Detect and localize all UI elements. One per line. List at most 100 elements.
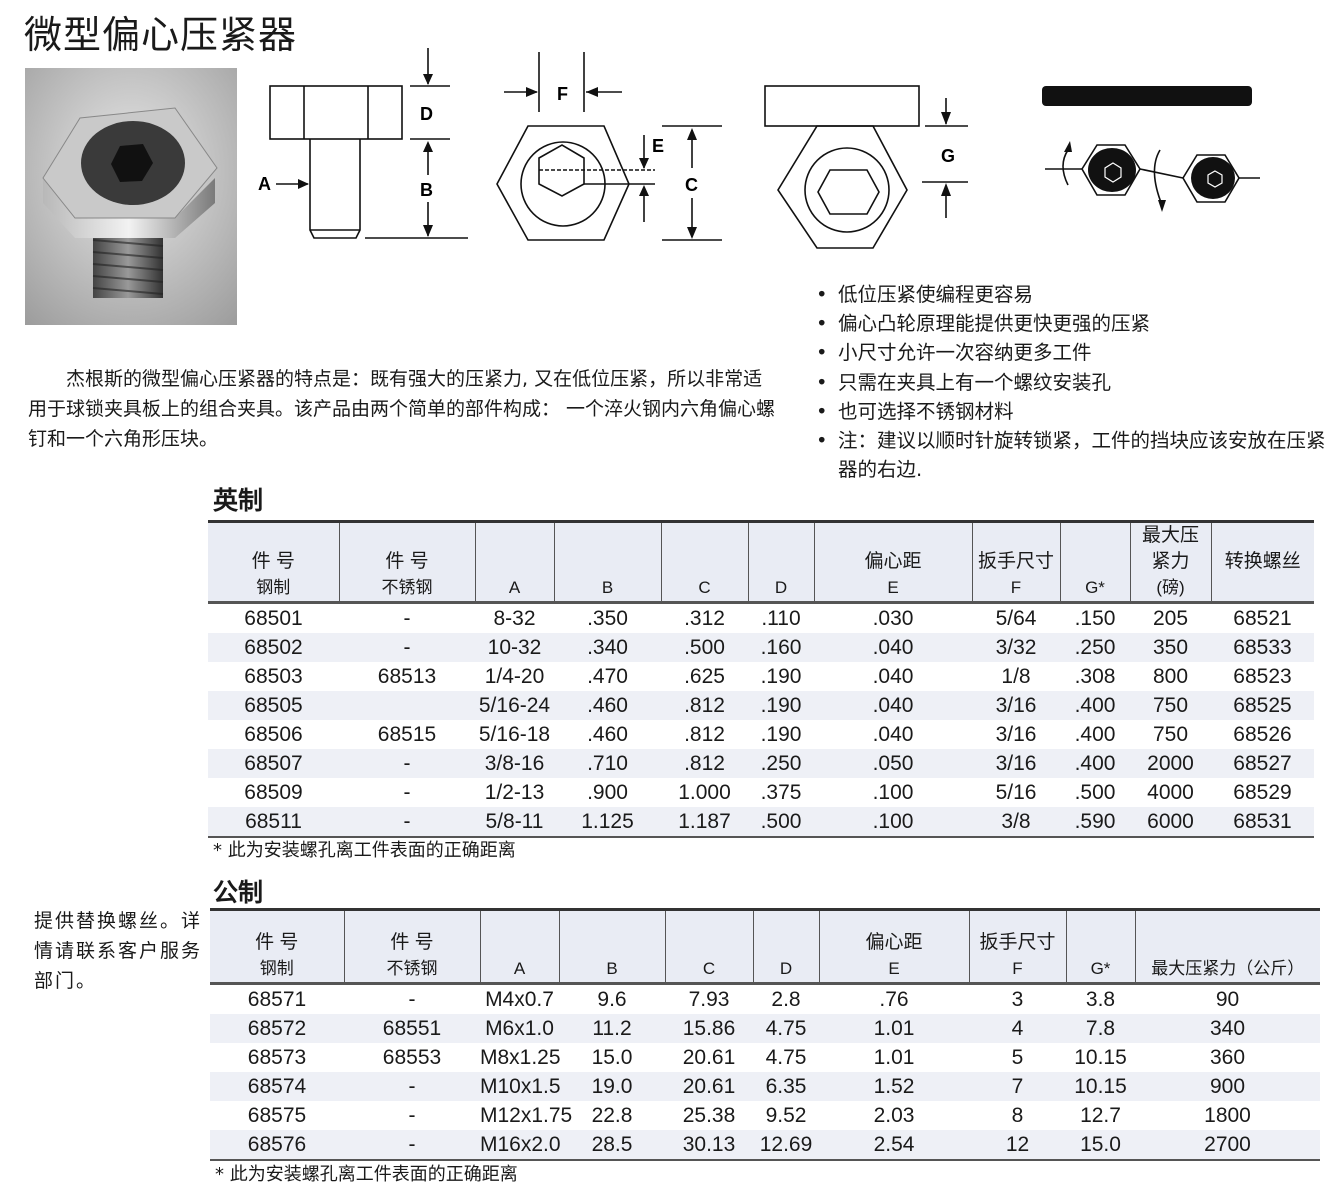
column-header-line: B [601,578,614,597]
column-header-line [1069,930,1133,956]
feature-item: 小尺寸允许一次容纳更多工件 [812,338,1327,367]
column-header-line [756,930,817,956]
dim-label-g: G [941,146,955,166]
table-cell: .312 [684,607,725,630]
table-cell: 5 [1011,1046,1024,1069]
table-cell: 1.125 [554,807,661,837]
column-header-line [1138,930,1319,956]
table-cell: .812 [661,691,748,720]
table-cell: 68521 [1233,607,1292,630]
table-cell: 12.7 [1080,1104,1121,1127]
column-header-line: E [888,959,900,978]
dim-label-f: F [557,84,568,104]
column-header-line: 件 号 [390,932,434,953]
table-cell: .812 [661,749,748,778]
table-cell: M10x1.5 [480,1072,561,1101]
table-cell: 350 [1130,633,1211,662]
column-header-line: 转换螺丝 [1224,551,1301,572]
table-cell: 20.61 [682,1046,736,1069]
dim-label-d: D [420,104,433,124]
table-cell: .308 [1074,665,1116,688]
table-cell: 28.5 [559,1130,665,1160]
dim-label-a: A [258,174,271,194]
table-row: 68575 - M12x1.75 22.8 25.38 9.52 2.03 8 12.7 1800 [210,1101,1320,1130]
table-cell: 30.13 [665,1130,753,1160]
table-cell: .710 [554,749,661,778]
column-header-line: 不锈钢 [386,959,438,978]
table-cell: - [344,1072,480,1101]
table-cell: 2700 [1135,1130,1320,1160]
table-cell: 205 [1152,607,1189,630]
column-header-line: 紧力 [1151,551,1190,572]
table-cell: 360 [1209,1046,1246,1069]
column-header: 件 号不锈钢 [343,909,480,985]
table-cell: 2.54 [819,1130,969,1160]
table-cell [339,691,475,720]
table-cell: 68572 [210,1014,344,1043]
table-cell: 4.75 [753,1014,819,1043]
table-cell: .040 [814,633,972,662]
column-header: 转换螺丝 [1210,521,1314,604]
column-header-line [1063,549,1128,575]
table-cell: 3/16 [995,723,1037,746]
imperial-heading: 英制 [213,486,264,515]
metric-table: 件 号钢制件 号不锈钢 A B C D 偏心距 E 扳手尺寸 F G* 最大压紧力（公斤… [210,908,1320,1161]
column-header-line [562,930,663,956]
table-cell: 5/16 [995,781,1037,804]
table-cell: 3/32 [972,633,1060,662]
imperial-footnote: * 此为安装螺孔离工件表面的正确距离 [213,840,516,861]
table-row: 68505 5/16-24.460.812.190.040 3/16.400 750 6… [208,691,1314,720]
column-header-line [751,549,812,575]
metric-heading: 公制 [213,878,264,907]
table-cell: .400 [1060,749,1130,778]
table-cell: 9.52 [765,1104,807,1127]
column-header: A [474,521,554,604]
column-header-line: 扳手尺寸 [977,551,1054,572]
column-header: B [558,909,665,985]
table-cell: .590 [1060,807,1130,837]
feature-item: 注：建议以顺时针旋转锁紧，工件的挡块应该安放在压紧器的右边. [812,426,1327,484]
table-cell: 68502 [208,633,339,662]
table-cell: M6x1.0 [480,1014,559,1043]
table-cell: M16x2.0 [480,1130,561,1160]
column-header-line: 最大压紧力（公斤） [1151,959,1305,978]
table-cell: 68551 [344,1014,480,1043]
table-cell: - [408,988,416,1011]
table-cell: .812 [684,723,725,746]
table-row: 68502-10-32.340.500.160.040 3/32.250 350 68… [208,633,1314,662]
column-header: 偏心距 E [818,909,969,985]
table-cell: 68529 [1233,781,1292,804]
table-cell: M8x1.25 [480,1046,561,1069]
table-cell: .625 [684,665,725,688]
table-cell: 19.0 [559,1072,665,1101]
table-cell: 9.6 [597,988,627,1011]
table-cell: 10-32 [475,633,554,662]
table-cell: .040 [872,665,914,688]
table-cell: - [339,807,475,837]
table-cell: .500 [1074,781,1116,804]
table-cell: .030 [872,607,914,630]
table-cell: 68506 [244,723,303,746]
table-cell: 68523 [1233,665,1292,688]
column-header-line: 最大压 [1141,525,1199,546]
table-cell: - [339,749,475,778]
table-cell: .250 [1060,633,1130,662]
column-header-line: F [1012,959,1023,978]
table-cell: 68571 [247,988,307,1011]
table-cell: 68515 [377,723,437,746]
table-row: 68507-3/8-16.710.812.250.050 3/16.400 2000… [208,749,1314,778]
table-cell: 15.0 [1066,1130,1135,1160]
table-cell: 6.35 [753,1072,819,1101]
column-header: 扳手尺寸 F [971,521,1060,604]
table-cell: 3/8 [972,807,1060,837]
table-row: 68509 - 1/2-13 .900 1.000 .375 .100 5/16 .500 400… [208,778,1314,807]
table-cell: .350 [587,607,628,630]
table-cell: 2.03 [873,1104,915,1127]
column-header-line [668,930,751,956]
column-header-line: (磅) [1156,578,1185,597]
table-row: 68501 - 8-32 .350 .312 .110 .030 5/64 .150 205 685… [208,603,1314,634]
column-header-line: G* [1090,959,1111,978]
table-cell: 68575 [247,1104,307,1127]
table-row: 68506 68515 5/16-18 .460 .812 .190 .040 3/16 .40… [208,720,1314,749]
header-row: 件 号钢制件 号不锈钢 A B C D 偏心距 E 扳手尺寸 F G* 最大压紧力（公斤… [210,909,1320,985]
